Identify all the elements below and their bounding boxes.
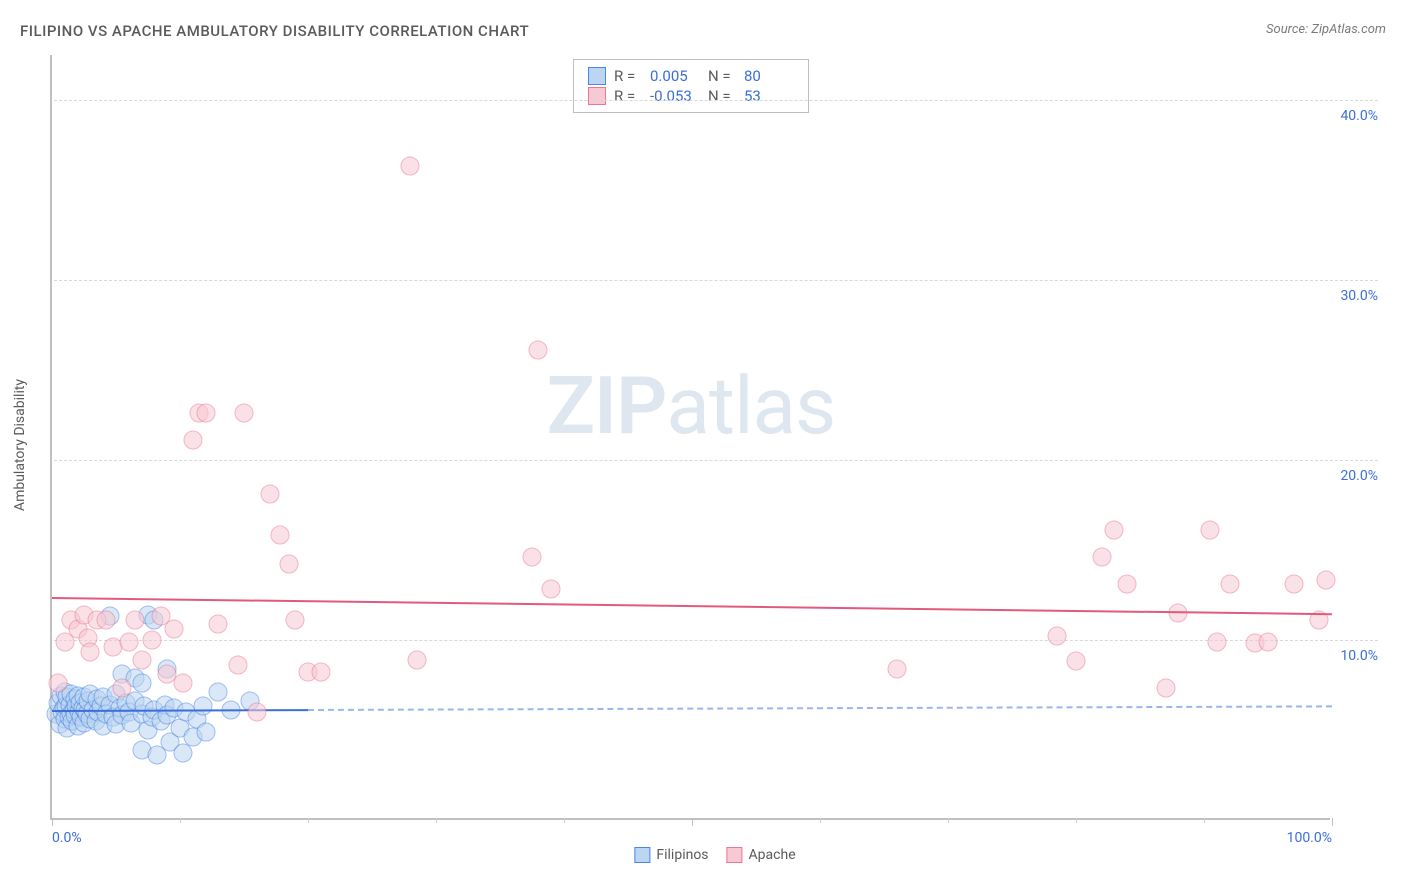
data-point xyxy=(194,697,213,716)
trend-line xyxy=(52,597,1332,615)
data-point xyxy=(1316,571,1335,590)
data-point xyxy=(286,611,305,630)
legend-swatch xyxy=(588,87,606,105)
x-tick-minor xyxy=(564,818,565,823)
data-point xyxy=(1047,627,1066,646)
data-point xyxy=(407,650,426,669)
data-point xyxy=(173,744,192,763)
stats-box: R =0.005N =80R =-0.053N =53 xyxy=(573,59,809,113)
legend-label: Apache xyxy=(749,847,796,863)
data-point xyxy=(542,580,561,599)
y-tick-label: 30.0% xyxy=(1340,288,1378,304)
legend-item: Apache xyxy=(727,847,796,863)
data-point xyxy=(196,722,215,741)
chart-title: FILIPINO VS APACHE AMBULATORY DISABILITY… xyxy=(20,22,529,40)
gridline xyxy=(54,640,1378,641)
x-tick-minor xyxy=(1204,818,1205,823)
data-point xyxy=(113,679,132,698)
chart-area: Ambulatory Disability ZIPatlas R =0.005N… xyxy=(50,55,1380,835)
data-point xyxy=(126,611,145,630)
data-point xyxy=(49,674,68,693)
legend-swatch xyxy=(588,67,606,85)
data-point xyxy=(119,632,138,651)
gridline xyxy=(54,460,1378,461)
data-point xyxy=(260,485,279,504)
y-axis-label: Ambulatory Disability xyxy=(12,379,28,511)
x-tick xyxy=(692,818,693,826)
x-tick-minor xyxy=(1076,818,1077,823)
data-point xyxy=(1156,679,1175,698)
legend-item: Filipinos xyxy=(634,847,708,863)
data-point xyxy=(1207,632,1226,651)
data-point xyxy=(1259,632,1278,651)
stats-row: R =-0.053N =53 xyxy=(588,86,794,106)
watermark: ZIPatlas xyxy=(547,359,836,453)
data-point xyxy=(132,674,151,693)
data-point xyxy=(81,643,100,662)
y-tick-label: 10.0% xyxy=(1340,648,1378,664)
legend-swatch xyxy=(634,847,650,863)
gridline xyxy=(54,100,1378,101)
data-point xyxy=(209,683,228,702)
data-point xyxy=(1092,548,1111,567)
data-point xyxy=(270,526,289,545)
x-tick xyxy=(1332,818,1333,826)
gridline xyxy=(54,280,1378,281)
data-point xyxy=(1118,575,1137,594)
x-tick-minor xyxy=(308,818,309,823)
x-tick-minor xyxy=(948,818,949,823)
x-tick-label: 0.0% xyxy=(52,830,82,846)
plot-region: ZIPatlas R =0.005N =80R =-0.053N =53 10.… xyxy=(50,55,1330,820)
y-tick-label: 40.0% xyxy=(1340,108,1378,124)
data-point xyxy=(401,157,420,176)
data-point xyxy=(183,431,202,450)
data-point xyxy=(209,614,228,633)
data-point xyxy=(196,404,215,423)
x-tick-minor xyxy=(436,818,437,823)
data-point xyxy=(529,341,548,360)
data-point xyxy=(1105,521,1124,540)
data-point xyxy=(1220,575,1239,594)
data-point xyxy=(235,404,254,423)
data-point xyxy=(1284,575,1303,594)
data-point xyxy=(142,630,161,649)
data-point xyxy=(523,548,542,567)
data-point xyxy=(1201,521,1220,540)
y-tick-label: 20.0% xyxy=(1340,468,1378,484)
data-point xyxy=(279,555,298,574)
data-point xyxy=(1067,652,1086,671)
legend: Filipinos Apache xyxy=(634,847,795,863)
x-tick xyxy=(52,818,53,826)
x-tick-minor xyxy=(180,818,181,823)
data-point xyxy=(311,663,330,682)
trend-line-dashed xyxy=(308,706,1332,712)
data-point xyxy=(247,702,266,721)
legend-swatch xyxy=(727,847,743,863)
x-tick-minor xyxy=(820,818,821,823)
data-point xyxy=(887,659,906,678)
x-tick-label: 100.0% xyxy=(1287,830,1332,846)
data-point xyxy=(132,650,151,669)
data-point xyxy=(173,674,192,693)
legend-label: Filipinos xyxy=(656,847,708,863)
data-point xyxy=(96,611,115,630)
data-point xyxy=(228,656,247,675)
source-label: Source: ZipAtlas.com xyxy=(1266,22,1386,37)
stats-row: R =0.005N =80 xyxy=(588,66,794,86)
data-point xyxy=(164,620,183,639)
